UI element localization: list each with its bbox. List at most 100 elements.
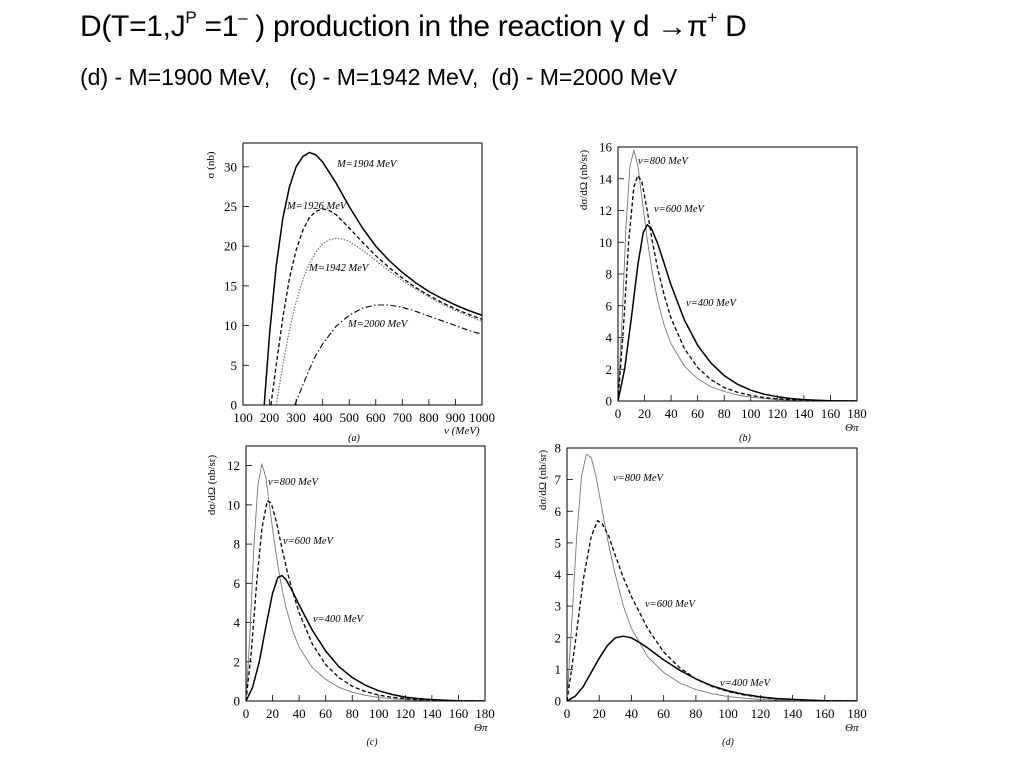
chart-caption: (b) bbox=[739, 433, 751, 444]
x-axis-label: Θπ bbox=[845, 422, 859, 434]
series-line--400-mev bbox=[567, 635, 857, 701]
x-tick-label: 500 bbox=[339, 410, 359, 425]
y-tick-label: 25 bbox=[224, 199, 237, 214]
y-tick-label: 3 bbox=[555, 599, 562, 614]
y-tick-label: 30 bbox=[224, 159, 237, 174]
x-tick-label: 0 bbox=[243, 706, 250, 721]
y-tick-label: 0 bbox=[606, 394, 613, 409]
x-tick-label: 400 bbox=[313, 410, 333, 425]
x-tick-label: 300 bbox=[286, 410, 306, 425]
chart-d: 0 20 40 60 80 100 120 140 160 180 0 1 2 3 4 5 6 7 8 ν=800 M… bbox=[537, 441, 867, 749]
x-tick-label: 20 bbox=[638, 406, 651, 421]
title-superscript: P bbox=[185, 8, 197, 27]
series-annotation: ν=600 MeV bbox=[645, 599, 697, 610]
x-tick-label: 60 bbox=[319, 706, 332, 721]
series-line--800-mev bbox=[618, 149, 857, 401]
x-tick-label: 0 bbox=[615, 406, 622, 421]
y-tick-label: 20 bbox=[224, 239, 237, 254]
plot-frame bbox=[242, 142, 483, 406]
x-tick-label: 600 bbox=[366, 410, 386, 425]
y-tick-label: 14 bbox=[599, 171, 613, 186]
x-tick-label: 140 bbox=[794, 406, 814, 421]
y-tick-label: 6 bbox=[234, 576, 241, 591]
series-line--400-mev bbox=[618, 224, 857, 401]
slide-title: D(T=1,JP =1– ) production in the reactio… bbox=[80, 8, 747, 44]
y-axis-label: dσ/dΩ (nb/sr) bbox=[206, 455, 218, 516]
series-annotation: M=1904 MeV bbox=[336, 159, 398, 170]
x-tick-label: 160 bbox=[821, 406, 841, 421]
x-tick-label: 20 bbox=[593, 706, 606, 721]
series-annotation: ν=800 MeV bbox=[638, 156, 690, 167]
y-tick-label: 15 bbox=[224, 278, 237, 293]
series-line-m-2000-mev bbox=[294, 304, 482, 405]
y-tick-label: 12 bbox=[599, 203, 612, 218]
title-superscript-plus: + bbox=[707, 8, 718, 27]
y-tick-label: 5 bbox=[555, 535, 562, 550]
x-tick-label: 0 bbox=[564, 706, 571, 721]
x-tick-label: 140 bbox=[422, 706, 442, 721]
x-axis-label: Θπ bbox=[474, 722, 488, 734]
y-tick-label: 4 bbox=[555, 567, 562, 582]
chart-b: 0 20 40 60 80 100 120 140 160 180 0 2 4 6 8 10 12 14 16 ν=8… bbox=[578, 140, 867, 445]
series-annotation: M=2000 MeV bbox=[347, 319, 409, 330]
x-tick-label: 40 bbox=[625, 706, 638, 721]
chart-caption: (c) bbox=[366, 737, 378, 748]
series-line--600-mev bbox=[246, 500, 485, 701]
y-tick-label: 6 bbox=[606, 298, 613, 313]
series-annotation: ν=600 MeV bbox=[283, 536, 335, 547]
title-part: =1 bbox=[196, 10, 239, 43]
y-tick-label: 2 bbox=[234, 654, 241, 669]
chart-caption: (d) bbox=[722, 737, 734, 748]
y-tick-label: 1 bbox=[555, 662, 562, 677]
x-tick-label: 180 bbox=[475, 706, 495, 721]
x-tick-label: 100 bbox=[741, 406, 761, 421]
y-tick-label: 16 bbox=[599, 140, 613, 155]
y-tick-label: 10 bbox=[599, 235, 612, 250]
x-axis-label: ν (MeV) bbox=[444, 425, 480, 437]
series-annotation: ν=800 MeV bbox=[268, 477, 320, 488]
chart-caption: (a) bbox=[348, 433, 360, 444]
series-line-m-1926-mev bbox=[270, 208, 482, 405]
plot-frame bbox=[245, 445, 486, 702]
series-annotation: M=1942 MeV bbox=[308, 263, 370, 274]
y-tick-label: 2 bbox=[606, 362, 613, 377]
plot-frame bbox=[617, 146, 858, 402]
x-tick-label: 900 bbox=[446, 410, 466, 425]
y-axis-label: σ (nb) bbox=[205, 151, 217, 178]
x-axis-label: Θπ bbox=[845, 722, 859, 734]
x-tick-label: 800 bbox=[419, 410, 439, 425]
x-tick-label: 100 bbox=[718, 706, 738, 721]
title-part: ) production in the reaction γ d →π bbox=[247, 10, 708, 43]
x-tick-label: 120 bbox=[396, 706, 416, 721]
y-tick-label: 10 bbox=[224, 318, 237, 333]
series-annotation: ν=400 MeV bbox=[720, 678, 772, 689]
y-tick-label: 5 bbox=[231, 358, 238, 373]
x-tick-label: 100 bbox=[369, 706, 389, 721]
x-tick-label: 40 bbox=[665, 406, 678, 421]
title-part: D bbox=[717, 10, 747, 43]
title-superscript-minus: – bbox=[238, 8, 248, 27]
series-annotation: ν=800 MeV bbox=[613, 473, 665, 484]
y-tick-label: 0 bbox=[234, 694, 241, 709]
chart-c: 0 20 40 60 80 100 120 140 160 180 0 2 4 6 8 10 12 ν=800 M… bbox=[206, 445, 495, 748]
title-part: D(T=1,J bbox=[80, 10, 186, 43]
series-line--800-mev bbox=[567, 453, 857, 701]
series-line--600-mev bbox=[618, 174, 857, 401]
y-tick-label: 0 bbox=[555, 694, 562, 709]
x-tick-label: 180 bbox=[847, 406, 867, 421]
y-tick-label: 8 bbox=[234, 537, 241, 552]
x-tick-label: 80 bbox=[689, 706, 702, 721]
y-tick-label: 10 bbox=[227, 497, 240, 512]
y-tick-label: 0 bbox=[231, 398, 238, 413]
series-line--600-mev bbox=[567, 520, 857, 701]
x-tick-label: 200 bbox=[260, 410, 280, 425]
x-tick-label: 180 bbox=[847, 706, 867, 721]
x-tick-label: 20 bbox=[266, 706, 279, 721]
y-tick-label: 7 bbox=[555, 472, 562, 487]
series-line--800-mev bbox=[246, 463, 485, 701]
chart-a: 100 200 300 400 500 600 700 800 900 1000 0 5 10 15 20 2… bbox=[205, 142, 495, 444]
series-annotation: M=1926 MeV bbox=[286, 201, 348, 212]
x-tick-label: 120 bbox=[768, 406, 788, 421]
x-tick-label: 60 bbox=[657, 706, 670, 721]
series-annotation: ν=400 MeV bbox=[313, 614, 365, 625]
